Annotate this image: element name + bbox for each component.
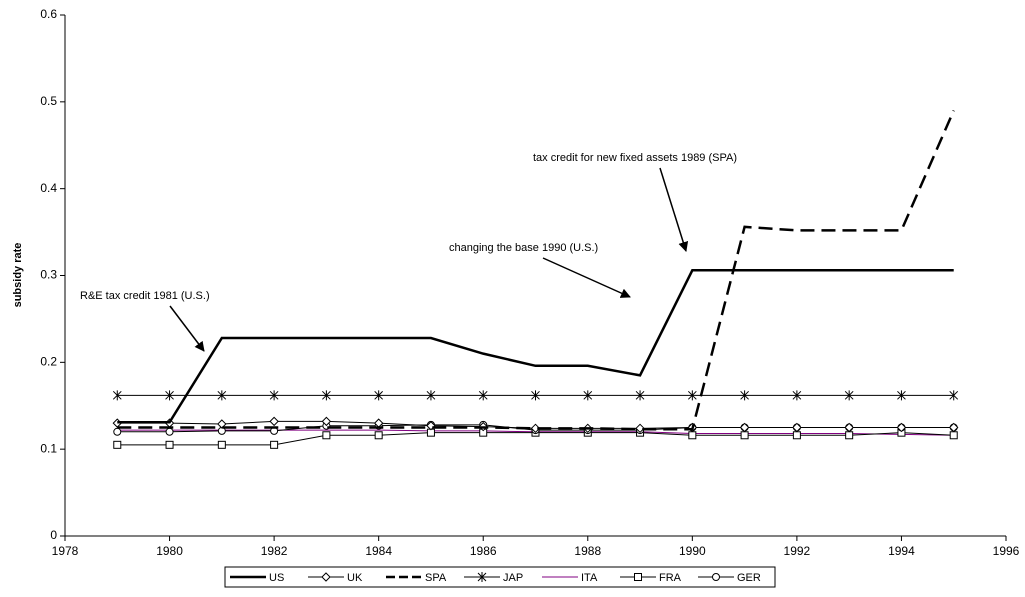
data-marker (845, 431, 854, 440)
series-line (117, 110, 955, 431)
annotation: R&E tax credit 1981 (U.S.) (80, 290, 210, 302)
data-marker (688, 431, 697, 440)
data-marker (217, 419, 227, 429)
x-tick-label: 1988 (574, 544, 601, 558)
legend-label: FRA (659, 572, 682, 584)
data-marker (217, 390, 227, 401)
data-marker (165, 440, 174, 449)
data-marker (165, 427, 174, 436)
data-marker (322, 431, 331, 440)
data-marker (844, 390, 854, 401)
y-axis-label: subsidy rate (12, 243, 24, 308)
x-tick-label: 1978 (52, 544, 79, 558)
data-marker (896, 422, 907, 433)
legend-label: UK (347, 572, 363, 584)
data-marker (113, 427, 122, 436)
x-tick-label: 1994 (888, 544, 915, 558)
data-marker (635, 423, 645, 434)
legend-marker (321, 572, 331, 582)
y-tick-label: 0 (50, 528, 57, 542)
data-marker (687, 390, 697, 401)
annotation-arrow (542, 257, 631, 298)
x-tick-label: 1992 (784, 544, 811, 558)
data-marker (374, 390, 384, 401)
y-tick-label: 0.3 (40, 268, 57, 282)
data-marker (269, 390, 279, 401)
legend-label: US (269, 572, 284, 584)
data-marker (270, 440, 279, 449)
data-marker (374, 431, 383, 440)
legend-marker (634, 573, 642, 581)
data-marker (113, 440, 122, 449)
legend-label: GER (737, 572, 761, 584)
data-marker (739, 422, 750, 433)
legend-label: SPA (425, 572, 447, 584)
data-marker (165, 390, 174, 401)
y-tick-label: 0.6 (40, 7, 57, 21)
data-marker (531, 390, 540, 401)
data-marker (792, 422, 802, 433)
annotation-arrow (659, 167, 689, 252)
y-tick-label: 0.4 (40, 181, 57, 195)
y-tick-label: 0.5 (40, 94, 57, 108)
x-tick-label: 1996 (993, 544, 1020, 558)
data-marker (635, 390, 645, 401)
annotation: tax credit for new fixed assets 1989 (SP… (533, 152, 737, 164)
data-marker (844, 422, 854, 433)
y-tick-label: 0.2 (40, 355, 57, 369)
data-marker (322, 390, 331, 401)
data-marker (583, 390, 593, 401)
data-marker (478, 390, 488, 401)
data-marker (740, 431, 749, 440)
annotation-arrow (169, 305, 205, 352)
x-tick-label: 1984 (365, 544, 392, 558)
series-line (117, 269, 954, 424)
legend-label: JAP (503, 572, 523, 584)
data-marker (897, 390, 906, 401)
legend-label: ITA (581, 572, 598, 584)
legend-marker (712, 573, 720, 581)
data-marker (112, 390, 122, 401)
data-marker (949, 422, 959, 433)
data-marker (217, 440, 226, 449)
data-marker (792, 431, 801, 440)
data-marker (792, 390, 802, 401)
data-marker (269, 416, 279, 427)
annotation: changing the base 1990 (U.S.) (449, 242, 598, 254)
data-marker (949, 390, 959, 401)
x-tick-label: 1980 (156, 544, 183, 558)
data-marker (949, 431, 958, 440)
x-tick-label: 1986 (470, 544, 497, 558)
data-marker (740, 390, 749, 401)
data-marker (321, 416, 332, 427)
y-tick-label: 0.1 (40, 441, 57, 455)
x-tick-label: 1982 (261, 544, 288, 558)
data-marker (530, 423, 541, 434)
data-marker (426, 390, 436, 401)
x-tick-label: 1990 (679, 544, 706, 558)
legend-marker (477, 572, 487, 582)
